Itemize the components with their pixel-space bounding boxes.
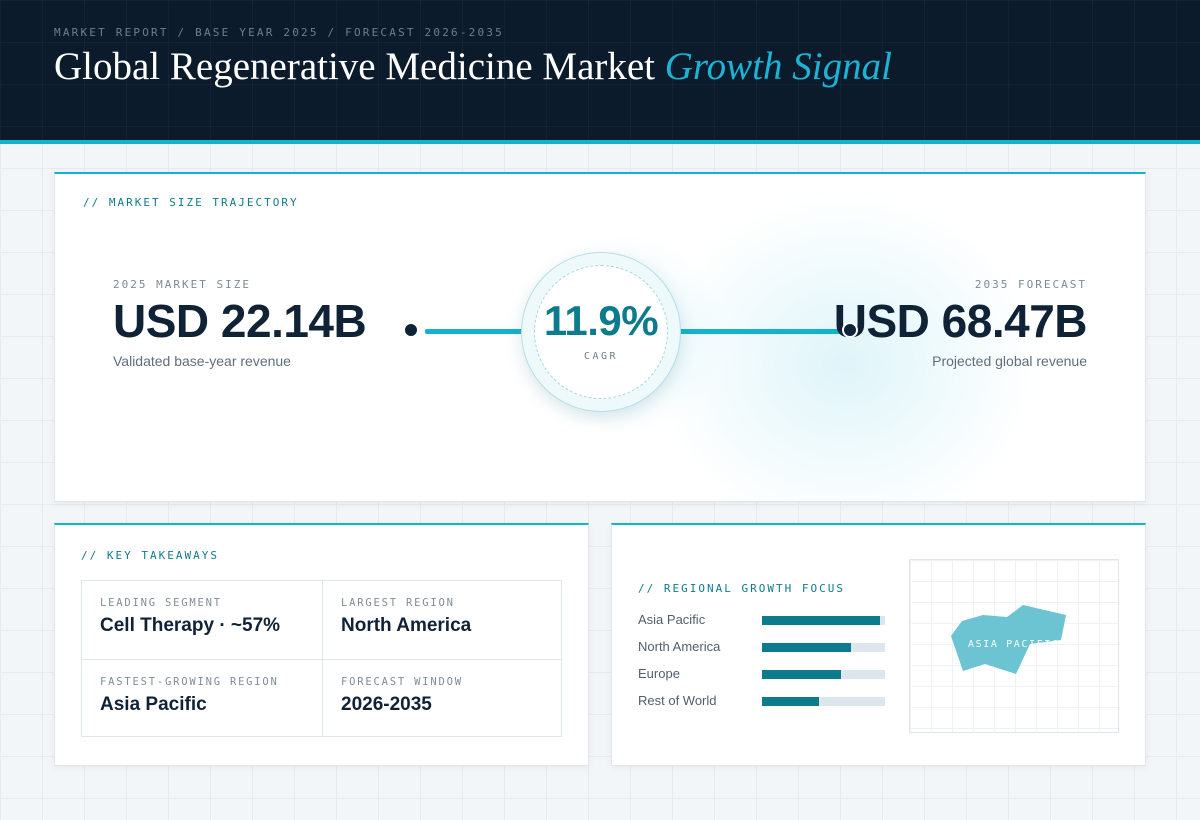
cagr-label: CAGR [583, 351, 619, 362]
region-name: Rest of World [638, 693, 717, 708]
page-title-main: Global Regenerative Medicine Market [54, 45, 656, 88]
key-takeaways-card: // KEY TAKEAWAYS LEADING SEGMENT Cell Th… [54, 523, 589, 766]
region-map: ASIA PACIFIC [909, 559, 1119, 733]
base-year-caption: Validated base-year revenue [113, 353, 291, 369]
takeaway-value: 2026-2035 [341, 694, 432, 715]
region-bar-fill [762, 643, 851, 652]
report-eyebrow: MARKET REPORT / BASE YEAR 2025 / FORECAS… [54, 26, 504, 39]
forecast-value: USD 68.47B [833, 295, 1088, 347]
takeaways-card-label: // KEY TAKEAWAYS [81, 549, 219, 562]
takeaway-leading-segment: LEADING SEGMENT Cell Therapy · ~57% [82, 581, 322, 659]
market-size-trajectory-card: // MARKET SIZE TRAJECTORY 2025 MARKET SI… [54, 172, 1146, 502]
report-header: MARKET REPORT / BASE YEAR 2025 / FORECAS… [0, 0, 1200, 144]
cagr-value: 11.9% [543, 297, 659, 344]
region-bar-track [762, 616, 885, 625]
region-name: Asia Pacific [638, 612, 706, 627]
region-bar-row: Europe [638, 664, 888, 684]
region-bar-fill [762, 670, 841, 679]
region-bar-track [762, 643, 885, 652]
page-title-accent: Growth Signal [664, 45, 892, 88]
takeaway-label: LEADING SEGMENT [100, 597, 222, 609]
takeaway-label: LARGEST REGION [341, 597, 455, 609]
regional-growth-card: // REGIONAL GROWTH FOCUS Asia Pacific No… [611, 523, 1146, 766]
takeaway-fastest-growing-region: FASTEST-GROWING REGION Asia Pacific [82, 659, 322, 736]
region-bar-row: North America [638, 637, 888, 657]
region-bar-track [762, 697, 885, 706]
region-name: North America [638, 639, 721, 654]
takeaway-value: Asia Pacific [100, 694, 207, 715]
asia-pacific-region-icon [951, 605, 1066, 674]
page-title: Global Regenerative Medicine Market Grow… [54, 44, 892, 89]
region-bar-row: Rest of World [638, 691, 888, 711]
map-region-label: ASIA PACIFIC [968, 639, 1060, 650]
takeaway-label: FORECAST WINDOW [341, 676, 463, 688]
forecast-label: 2035 FORECAST [974, 278, 1087, 291]
region-name: Europe [638, 666, 680, 681]
region-bar-track [762, 670, 885, 679]
takeaway-value: North America [341, 615, 472, 636]
asia-pacific-shape [951, 605, 1066, 674]
forecast-marker [842, 322, 858, 338]
trajectory-card-label: // MARKET SIZE TRAJECTORY [83, 196, 299, 209]
region-bar-fill [762, 616, 881, 625]
base-year-label: 2025 MARKET SIZE [113, 278, 251, 291]
takeaway-value: Cell Therapy · ~57% [100, 615, 281, 636]
region-bar-row: Asia Pacific [638, 610, 888, 630]
cagr-badge: 11.9% CAGR [521, 252, 681, 412]
region-bar-fill [762, 697, 819, 706]
regional-card-label: // REGIONAL GROWTH FOCUS [638, 582, 845, 595]
takeaway-largest-region: LARGEST REGION North America [322, 581, 562, 659]
base-year-marker [403, 322, 419, 338]
base-year-value: USD 22.14B [113, 295, 367, 347]
cagr-badge-inner [534, 265, 668, 399]
takeaways-grid: LEADING SEGMENT Cell Therapy · ~57% LARG… [81, 580, 562, 737]
takeaway-label: FASTEST-GROWING REGION [100, 676, 279, 688]
takeaway-forecast-window: FORECAST WINDOW 2026-2035 [322, 659, 562, 736]
forecast-caption: Projected global revenue [932, 353, 1087, 369]
